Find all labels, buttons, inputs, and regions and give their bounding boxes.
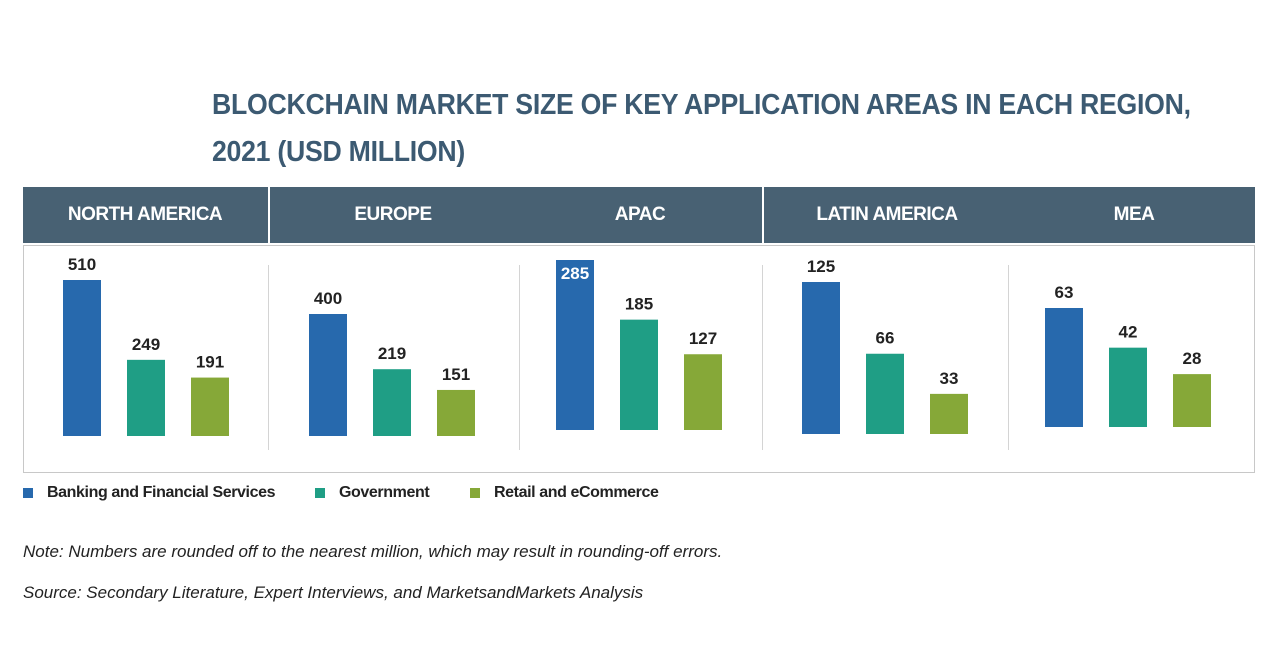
data-label-latin-america-banking: 125	[807, 257, 835, 276]
legend-swatch-banking	[23, 488, 33, 498]
data-label-north-america-banking: 510	[68, 255, 96, 274]
legend-item-banking: Banking and Financial Services	[23, 484, 275, 502]
chart-title-line-2: 2021 (USD MILLION)	[212, 136, 465, 168]
bar-latin-america-retail	[930, 393, 968, 434]
region-label-apac: APAC	[614, 204, 666, 225]
bar-apac-banking	[556, 260, 594, 430]
data-label-mea-government: 42	[1119, 323, 1138, 342]
bar-europe-banking	[309, 314, 347, 436]
data-label-north-america-government: 249	[132, 335, 160, 354]
data-label-europe-retail: 151	[442, 365, 470, 384]
data-label-apac-banking: 285	[561, 264, 589, 283]
header-europe-apac: EUROPE APAC	[270, 187, 762, 243]
header-north-america: NORTH AMERICA	[23, 187, 268, 243]
source-note: Source: Secondary Literature, Expert Int…	[23, 583, 644, 602]
bar-apac-retail	[684, 354, 722, 430]
data-label-latin-america-retail: 33	[940, 369, 959, 388]
chart-title: BLOCKCHAIN MARKET SIZE OF KEY APPLICATIO…	[212, 82, 1191, 176]
data-label-mea-banking: 63	[1055, 283, 1074, 302]
data-label-apac-retail: 127	[689, 329, 717, 348]
region-divider	[268, 265, 269, 450]
header-latin-america-mea: LATIN AMERICA MEA	[764, 187, 1255, 243]
region-label-north-america: NORTH AMERICA	[67, 204, 223, 225]
region-divider	[1008, 265, 1009, 450]
bar-north-america-retail	[191, 377, 229, 436]
region-label-europe: EUROPE	[354, 204, 432, 225]
bar-europe-retail	[437, 389, 475, 436]
chart-legend: Banking and Financial Services Governmen…	[23, 484, 823, 506]
data-label-north-america-retail: 191	[196, 353, 224, 372]
legend-swatch-government	[315, 488, 325, 498]
legend-swatch-retail	[470, 488, 480, 498]
bar-mea-retail	[1173, 374, 1211, 427]
legend-label-government: Government	[339, 484, 430, 501]
bar-latin-america-banking	[802, 282, 840, 434]
region-label-mea: MEA	[1113, 204, 1155, 225]
bar-north-america-banking	[63, 280, 101, 436]
legend-item-retail: Retail and eCommerce	[470, 484, 659, 502]
bar-north-america-government	[127, 359, 165, 436]
data-label-apac-government: 185	[625, 295, 653, 314]
data-label-latin-america-government: 66	[876, 329, 895, 348]
bar-mea-banking	[1045, 308, 1083, 427]
data-label-mea-retail: 28	[1183, 349, 1202, 368]
bar-mea-government	[1109, 347, 1147, 427]
chart-title-line-1: BLOCKCHAIN MARKET SIZE OF KEY APPLICATIO…	[212, 89, 1191, 121]
data-label-europe-banking: 400	[314, 289, 342, 308]
bar-europe-government	[373, 369, 411, 436]
bar-latin-america-government	[866, 353, 904, 434]
region-divider	[519, 265, 520, 450]
legend-label-retail: Retail and eCommerce	[494, 484, 659, 501]
bar-apac-government	[620, 319, 658, 430]
data-label-europe-government: 219	[378, 344, 406, 363]
region-divider	[762, 265, 763, 450]
legend-item-government: Government	[315, 484, 430, 502]
legend-label-banking: Banking and Financial Services	[47, 484, 276, 501]
region-label-latin-america: LATIN AMERICA	[816, 204, 958, 225]
footnote: Note: Numbers are rounded off to the nea…	[23, 542, 723, 561]
